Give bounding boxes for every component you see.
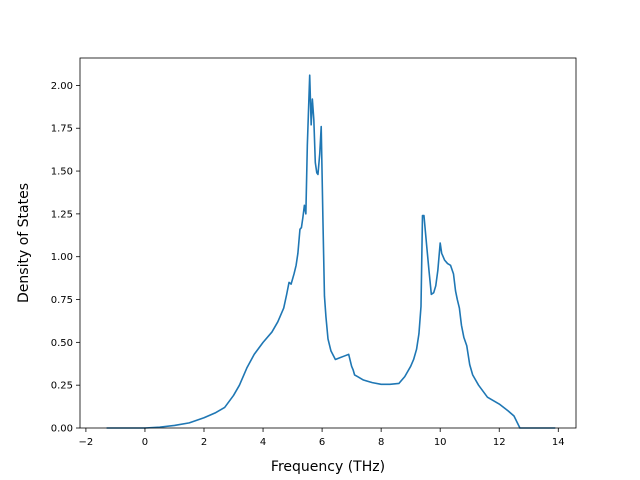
- x-axis-ticks: −2 0 2 4 6 8 10 12 14: [79, 428, 565, 448]
- x-tick-label: 6: [319, 437, 325, 448]
- y-axis-ticks: 0.00 0.25 0.50 0.75 1.00 1.25 1.50 1.75 2.00: [51, 81, 80, 435]
- density-of-states-line: [106, 74, 556, 429]
- x-tick-label: −2: [79, 437, 94, 448]
- y-tick-label: 1.50: [51, 167, 73, 178]
- y-tick-label: 0.75: [51, 295, 73, 306]
- y-tick-label: 0.00: [51, 424, 73, 435]
- x-tick-label: 14: [552, 437, 565, 448]
- y-tick-label: 1.00: [51, 252, 73, 263]
- y-tick-label: 1.75: [51, 124, 73, 135]
- x-tick-label: 4: [260, 437, 266, 448]
- y-axis-label: Density of States: [16, 183, 32, 303]
- x-axis-label: Frequency (THz): [271, 459, 385, 475]
- x-tick-label: 8: [378, 437, 384, 448]
- x-tick-label: 0: [142, 437, 148, 448]
- plot-area: [106, 74, 556, 429]
- x-tick-label: 2: [201, 437, 207, 448]
- y-tick-label: 0.25: [51, 381, 73, 392]
- x-tick-label: 12: [493, 437, 506, 448]
- y-tick-label: 2.00: [51, 81, 73, 92]
- axes-frame: [79, 57, 577, 429]
- y-tick-label: 0.50: [51, 338, 73, 349]
- x-tick-label: 10: [434, 437, 447, 448]
- y-tick-label: 1.25: [51, 209, 73, 220]
